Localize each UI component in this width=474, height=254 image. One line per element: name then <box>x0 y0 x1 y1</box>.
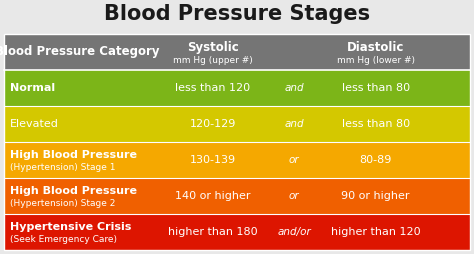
Text: Elevated: Elevated <box>10 119 59 129</box>
Bar <box>4 178 470 214</box>
Bar <box>4 34 470 250</box>
Bar <box>4 214 470 250</box>
Text: (Hypertension) Stage 2: (Hypertension) Stage 2 <box>10 199 115 208</box>
Text: High Blood Pressure: High Blood Pressure <box>10 186 137 196</box>
Text: or: or <box>289 191 300 201</box>
Text: Normal: Normal <box>10 83 55 93</box>
Text: mm Hg (upper #): mm Hg (upper #) <box>173 56 253 65</box>
Text: Blood Pressure Category: Blood Pressure Category <box>0 45 160 58</box>
Text: and/or: and/or <box>277 227 311 237</box>
Bar <box>4 70 470 106</box>
Text: 130-139: 130-139 <box>190 155 236 165</box>
Text: and: and <box>284 83 304 93</box>
Text: (Seek Emergency Care): (Seek Emergency Care) <box>10 235 117 244</box>
Text: 90 or higher: 90 or higher <box>341 191 410 201</box>
Text: Systolic: Systolic <box>187 41 238 54</box>
Text: Blood Pressure Stages: Blood Pressure Stages <box>104 4 370 24</box>
Text: mm Hg (lower #): mm Hg (lower #) <box>337 56 415 65</box>
Text: (Hypertension) Stage 1: (Hypertension) Stage 1 <box>10 163 116 171</box>
Text: Diastolic: Diastolic <box>347 41 404 54</box>
Text: higher than 120: higher than 120 <box>331 227 420 237</box>
Text: 140 or higher: 140 or higher <box>175 191 250 201</box>
Text: 120-129: 120-129 <box>189 119 236 129</box>
Bar <box>4 34 470 70</box>
Text: less than 120: less than 120 <box>175 83 250 93</box>
Text: 80-89: 80-89 <box>359 155 392 165</box>
Text: Hypertensive Crisis: Hypertensive Crisis <box>10 222 131 232</box>
Bar <box>4 106 470 142</box>
Text: higher than 180: higher than 180 <box>168 227 257 237</box>
Bar <box>4 142 470 178</box>
Text: High Blood Pressure: High Blood Pressure <box>10 150 137 160</box>
Text: less than 80: less than 80 <box>342 119 410 129</box>
Text: or: or <box>289 155 300 165</box>
Text: and: and <box>284 119 304 129</box>
Text: less than 80: less than 80 <box>342 83 410 93</box>
